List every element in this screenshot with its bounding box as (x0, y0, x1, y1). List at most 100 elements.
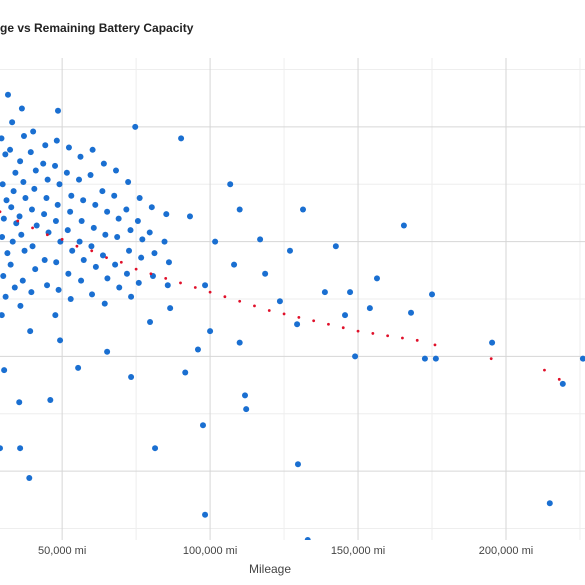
data-point (16, 399, 23, 406)
data-point (415, 338, 419, 342)
data-point (294, 461, 301, 468)
data-point (297, 315, 301, 319)
data-point (102, 231, 109, 238)
data-point (128, 293, 135, 300)
data-point (321, 289, 328, 296)
data-point (7, 146, 14, 153)
data-point (134, 217, 141, 224)
data-point (29, 243, 36, 250)
data-point (44, 282, 51, 289)
data-point (128, 374, 135, 381)
data-point (65, 270, 72, 277)
data-point (45, 233, 49, 237)
data-point (89, 146, 96, 153)
data-point (227, 181, 234, 188)
data-point (78, 277, 85, 284)
data-point (18, 105, 25, 112)
data-point (408, 309, 415, 316)
data-point (134, 267, 138, 271)
data-point (20, 178, 27, 185)
data-point (282, 312, 286, 316)
data-point (60, 237, 64, 241)
data-point (546, 500, 553, 507)
data-point (136, 195, 143, 202)
data-point (52, 217, 59, 224)
data-point (286, 247, 293, 254)
data-point (9, 238, 16, 245)
data-point (236, 339, 243, 346)
data-point (123, 206, 130, 213)
data-point (312, 319, 316, 323)
data-point (127, 227, 134, 234)
data-point (2, 151, 9, 158)
data-point (489, 357, 493, 361)
data-point (21, 247, 28, 254)
data-point (304, 537, 311, 540)
data-point (17, 445, 24, 452)
data-point (347, 289, 354, 296)
data-point (16, 219, 20, 223)
chart-title: ge vs Remaining Battery Capacity (0, 21, 194, 35)
data-point (199, 422, 206, 429)
data-point (27, 328, 34, 335)
data-point (147, 318, 154, 325)
data-point (69, 247, 76, 254)
data-point (77, 153, 84, 160)
data-point (386, 334, 390, 338)
data-point (194, 346, 201, 353)
data-point (167, 305, 174, 312)
data-point (238, 299, 242, 303)
data-point (19, 277, 26, 284)
data-point (75, 364, 82, 371)
data-point (243, 406, 250, 413)
data-point (126, 247, 133, 254)
data-point (421, 355, 428, 362)
data-point (28, 206, 35, 213)
data-point (100, 160, 107, 167)
data-point (3, 197, 10, 204)
data-point (68, 192, 75, 199)
data-point (148, 204, 155, 211)
data-point (112, 261, 119, 268)
data-point (8, 204, 15, 211)
data-point (56, 181, 63, 188)
data-point (0, 181, 6, 188)
data-point (267, 309, 271, 312)
data-point (65, 144, 72, 151)
data-point (80, 197, 87, 204)
data-point (7, 261, 14, 268)
data-point (559, 380, 566, 387)
plot-area (0, 91, 585, 540)
x-tick-label: 200,000 mi (479, 545, 533, 557)
data-point (78, 217, 85, 224)
data-point (138, 254, 145, 261)
data-point (119, 260, 123, 264)
data-point (0, 273, 7, 280)
data-point (164, 276, 168, 280)
data-point (212, 238, 219, 245)
data-point (146, 229, 153, 236)
data-point (41, 256, 48, 263)
data-point (0, 445, 3, 452)
data-point (236, 206, 243, 213)
data-point (433, 343, 437, 347)
data-point (0, 210, 2, 214)
data-point (132, 123, 139, 130)
data-point (115, 215, 122, 222)
data-point (30, 128, 37, 135)
data-point (373, 275, 380, 282)
data-point (164, 282, 171, 289)
data-point (161, 238, 168, 245)
data-point (40, 160, 47, 167)
data-point (105, 256, 108, 260)
data-point (208, 290, 212, 294)
data-point (342, 312, 349, 319)
x-axis-title: Mileage (249, 562, 291, 576)
data-point (207, 328, 214, 335)
data-point (42, 142, 49, 149)
data-point (89, 291, 96, 298)
data-point (76, 238, 83, 245)
data-point (2, 293, 9, 300)
x-tick-label: 50,000 mi (38, 545, 86, 557)
